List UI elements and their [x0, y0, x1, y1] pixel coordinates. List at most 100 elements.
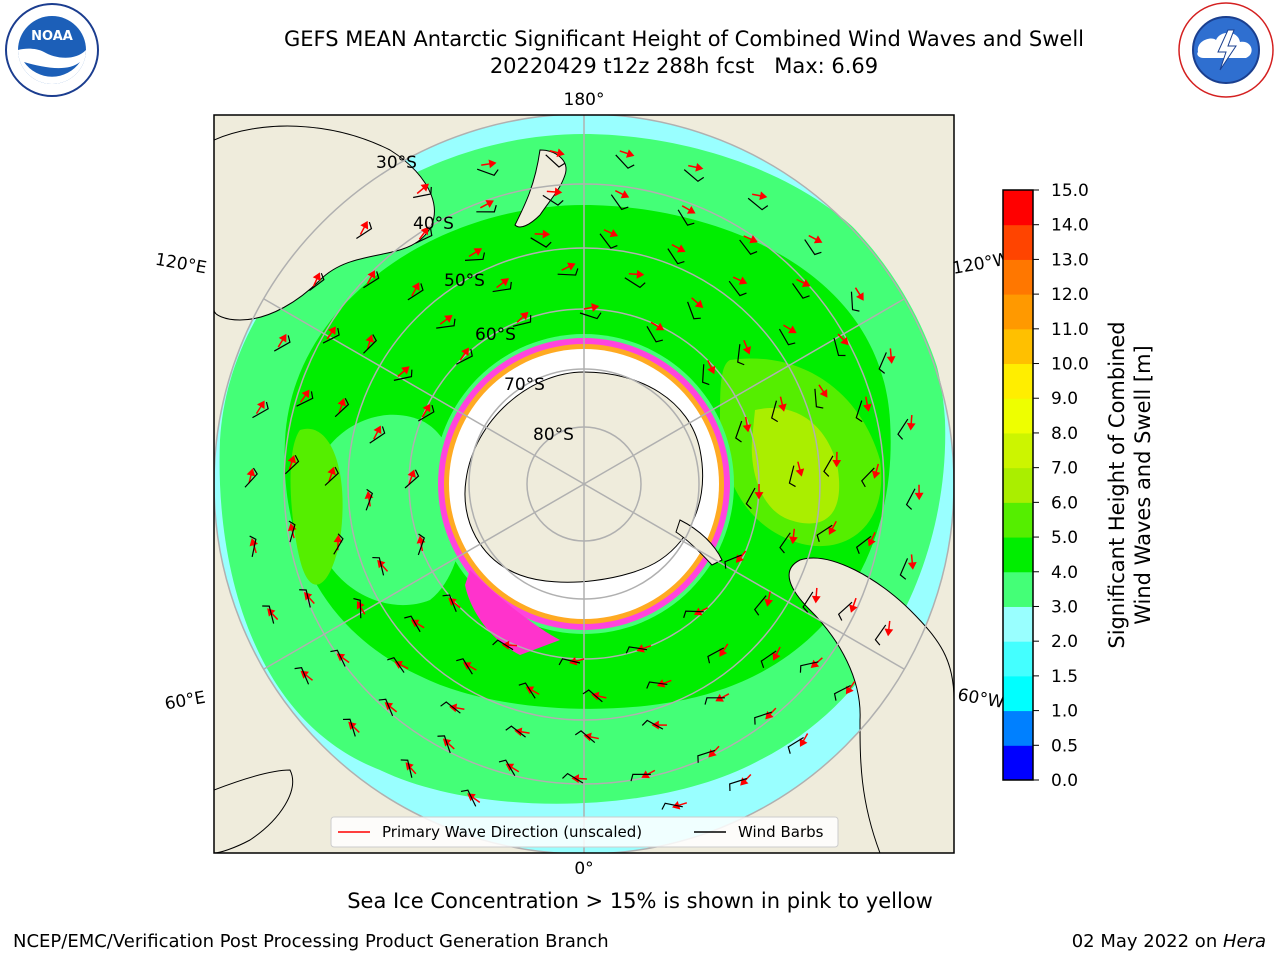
lon-label-180: 180° [564, 90, 605, 110]
wave-arrow-head [801, 279, 811, 287]
wind-barb [464, 252, 486, 261]
colorbar-tick-label: 8.0 [1051, 424, 1078, 444]
wind-barb [897, 418, 909, 440]
lon-label-120e: 120°E [154, 250, 208, 279]
wave-arrow-head [738, 276, 748, 285]
wind-barb [309, 272, 325, 291]
wind-barb [393, 369, 413, 381]
wind-barb [404, 469, 420, 489]
wind-barb [646, 326, 664, 343]
wind-barb [816, 524, 833, 542]
wind-barb [610, 194, 629, 211]
wind-barb [492, 639, 514, 651]
colorbar-label-line1: Significant Height of Combined [1105, 321, 1129, 648]
wave-arrow-head [626, 149, 635, 158]
colorbar-tick-label: 0.5 [1051, 736, 1078, 756]
wave-arrow-head [856, 292, 864, 301]
wind-barb [833, 337, 846, 357]
wave-arrow-head [636, 269, 645, 279]
wind-barb [704, 697, 725, 705]
wind-barb [440, 701, 461, 714]
colorbar-tick-label: 1.5 [1051, 667, 1078, 687]
colorbar-tick-label: 0.0 [1051, 771, 1078, 791]
wave-arrow-head [257, 400, 265, 410]
wave-arrow-head [367, 270, 376, 279]
wave-arrow-head [862, 403, 872, 412]
wave-arrow-head [719, 648, 728, 657]
colorbar: 0.0 0.5 1.0 1.5 2.0 3.0 4.0 5.0 6.0 7.0 8.0 9.0 10.0… [1002, 181, 1089, 791]
wind-barb [512, 314, 532, 327]
wave-arrow-head [312, 272, 321, 281]
wave-arrow-head [886, 356, 896, 364]
wave-arrow-head [287, 455, 297, 464]
wave-arrow-head [759, 191, 768, 201]
wind-barb [702, 364, 710, 386]
wave-arrow-head [554, 187, 563, 197]
colorbar-segment [1003, 467, 1033, 503]
wave-arrow-head [742, 346, 751, 355]
wind-barb [641, 719, 664, 730]
lat-label-40s: 40°S [413, 214, 454, 234]
wave-arrow-head [707, 365, 716, 375]
wave-arrow-head [520, 311, 529, 321]
wind-barb [244, 467, 258, 488]
wave-arrow-head [360, 220, 369, 230]
wave-arrow-head [485, 200, 494, 208]
wave-arrow-head [327, 466, 336, 476]
wind-barb [288, 520, 296, 543]
wave-arrow-head [778, 403, 787, 412]
noaa-logo-icon: NOAA [5, 3, 99, 97]
colorbar-segment [1003, 432, 1033, 469]
wave-direction-arrows [246, 148, 924, 810]
colorbar-segment [1003, 259, 1033, 295]
colorbar-segment [1003, 190, 1033, 226]
colorbar-segment [1003, 224, 1033, 260]
wind-barb [615, 154, 635, 169]
wind-barb [850, 291, 860, 312]
wave-arrow-head [735, 554, 744, 563]
chart-subtitle: 20220429 t12z 288h fcst Max: 6.69 [489, 54, 879, 78]
footer-credit: NCEP/EMC/Verification Post Processing Pr… [13, 931, 609, 952]
wind-barb [599, 233, 618, 249]
colorbar-tick-label: 4.0 [1051, 563, 1078, 583]
colorbar-tick-label: 6.0 [1051, 493, 1078, 513]
wind-barb [322, 327, 340, 344]
wind-barb [724, 554, 742, 569]
wave-arrow-head [840, 336, 849, 346]
wind-barb [799, 661, 819, 673]
wind-barb [646, 681, 668, 689]
colorbar-segment [1003, 294, 1033, 330]
wave-arrow-head [278, 333, 287, 343]
wind-barb [530, 237, 552, 248]
lat-label-30s: 30°S [376, 153, 417, 173]
wave-arrow-head [686, 205, 696, 214]
wave-arrow-head [819, 389, 828, 398]
wind-barb [545, 154, 566, 168]
wind-barb [788, 465, 796, 488]
wind-barb [505, 725, 526, 738]
wind-barb [330, 649, 346, 667]
lat-label-70s: 70°S [504, 375, 545, 395]
noaa-logo-text: NOAA [31, 29, 73, 44]
colorbar-segment [1003, 328, 1033, 365]
wind-barb [747, 197, 769, 211]
wind-barb [518, 682, 536, 699]
wind-barb [492, 281, 512, 293]
wind-barb [861, 467, 875, 488]
wind-barb [754, 711, 773, 725]
colorbar-tick-label: 7.0 [1051, 459, 1078, 479]
sea-ice-caption: Sea Ice Concentration > 15% is shown in … [347, 889, 933, 913]
colorbar-tick-label: 15.0 [1051, 181, 1089, 201]
wind-barb [365, 488, 374, 511]
wave-arrow-head [849, 604, 858, 613]
footer-host: Hera [1222, 931, 1266, 952]
wind-barb [878, 352, 887, 374]
wind-barb [874, 624, 887, 646]
wind-barb [363, 271, 380, 289]
wind-barb [334, 397, 350, 418]
colorbar-segment [1003, 502, 1033, 538]
wind-barb [683, 169, 705, 183]
wave-arrow-head [567, 262, 576, 271]
wave-arrow-head [694, 299, 704, 309]
wind-barb [683, 610, 704, 619]
